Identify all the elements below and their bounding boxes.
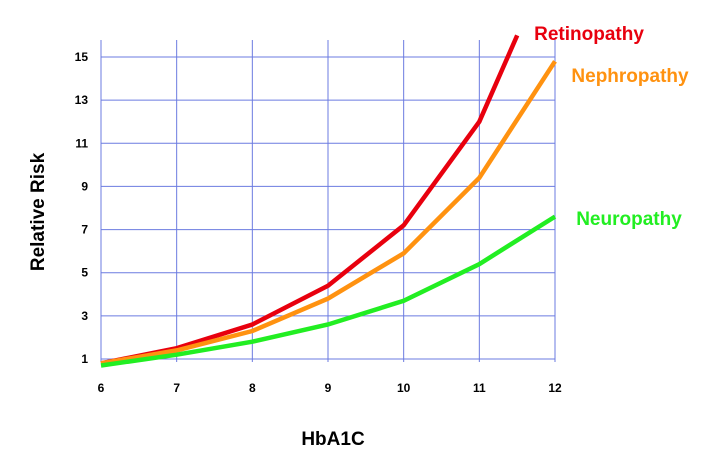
- x-tick-label: 12: [548, 381, 562, 395]
- x-tick-labels: 6 7 8 9 10 11 12: [98, 381, 562, 395]
- y-tick-label: 9: [81, 179, 88, 193]
- series-label-neuropathy: Neuropathy: [576, 209, 682, 230]
- x-tick-label: 6: [98, 381, 105, 395]
- y-tick-label: 1: [81, 352, 88, 366]
- y-axis-title: Relative Risk: [28, 152, 49, 271]
- series-lines: [100, 34, 557, 368]
- x-axis-title: HbA1C: [301, 429, 365, 450]
- x-tick-label: 9: [325, 381, 332, 395]
- grid-lines: [100, 40, 556, 362]
- x-tick-label: 10: [397, 381, 411, 395]
- y-tick-label: 15: [75, 50, 89, 64]
- series-label-nephropathy: Nephropathy: [571, 66, 689, 87]
- y-tick-label: 3: [81, 309, 88, 323]
- series-line-neuropathy: [100, 214, 557, 368]
- y-tick-label: 5: [81, 266, 88, 280]
- y-tick-label: 11: [75, 136, 88, 150]
- series-labels: Retinopathy Nephropathy Neuropathy: [534, 24, 689, 230]
- x-tick-label: 11: [473, 381, 486, 395]
- series-line-nephropathy: [100, 60, 557, 366]
- series-label-retinopathy: Retinopathy: [534, 24, 644, 45]
- y-tick-label: 7: [81, 223, 88, 237]
- x-tick-label: 8: [249, 381, 256, 395]
- y-tick-label: 13: [75, 93, 89, 107]
- x-tick-label: 7: [173, 381, 180, 395]
